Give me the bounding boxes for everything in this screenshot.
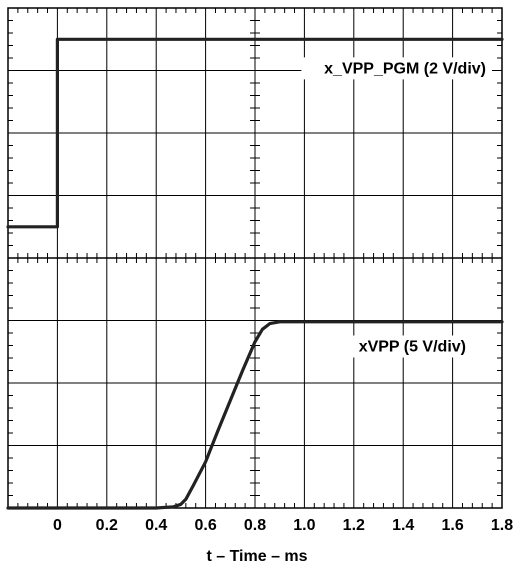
x-axis-title: t – Time – ms (206, 548, 307, 565)
x-tick-label: 1.8 (491, 517, 513, 534)
labels: x_VPP_PGM (2 V/div) xVPP (5 V/div) 0 0.2 0.4… (53, 57, 513, 565)
trace-x-vpp-pgm (6, 37, 504, 229)
trace-label: xVPP (5 V/div) (359, 339, 466, 356)
x-tick-label: 1.4 (392, 517, 414, 534)
x-tick-label: 1.6 (441, 517, 463, 534)
x-tick-label: 0.6 (194, 517, 216, 534)
trace-label: x_VPP_PGM (2 V/div) (324, 60, 486, 77)
axis-ticks (8, 8, 502, 508)
x-tick-label: 1.2 (343, 517, 365, 534)
traces (6, 37, 504, 510)
trace-label-bg (328, 335, 472, 358)
x-tick-label: 0.4 (145, 517, 167, 534)
x-tick-label: 1.0 (293, 517, 315, 534)
x-tick-label: 0.2 (96, 517, 118, 534)
trace-label-bg (301, 57, 492, 80)
x-tick-label: 0.8 (244, 517, 266, 534)
trace-xvpp (6, 320, 504, 510)
x-tick-label: 0 (53, 517, 62, 534)
